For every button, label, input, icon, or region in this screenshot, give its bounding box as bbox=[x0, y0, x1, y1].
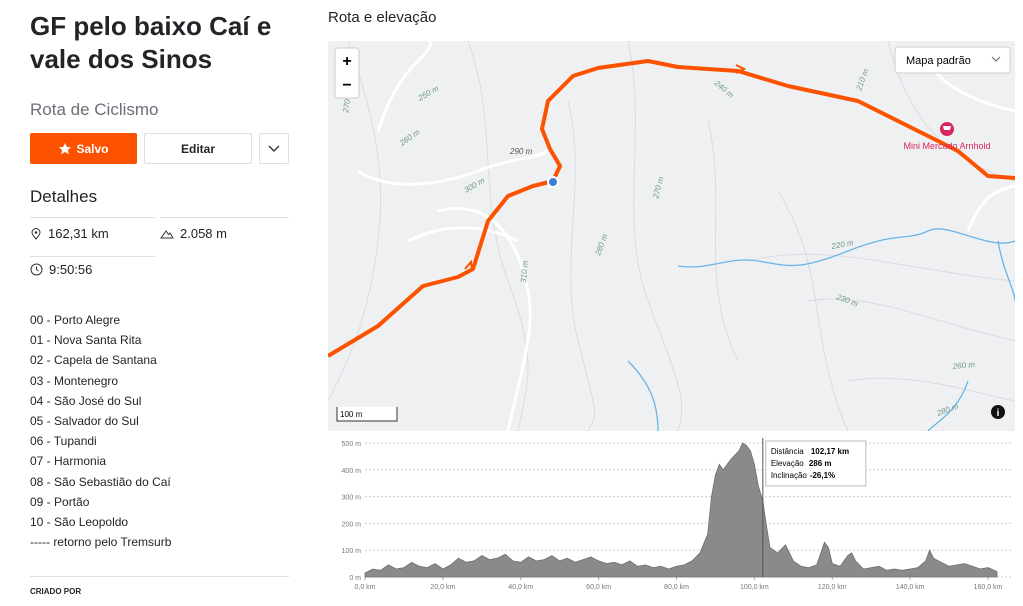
description-line: 05 - Salvador do Sul bbox=[30, 414, 139, 429]
description-line: 09 - Portão bbox=[30, 494, 90, 509]
map[interactable]: Mini Mercado Arnhold 270 250 m 260 m 290… bbox=[328, 41, 1015, 431]
description-line: 01 - Nova Santa Rita bbox=[30, 333, 142, 348]
divider bbox=[30, 576, 289, 577]
description-line: 00 - Porto Alegre bbox=[30, 313, 121, 327]
more-button[interactable] bbox=[259, 133, 289, 164]
created-by: CRIADO POR bbox=[30, 587, 82, 596]
contour-label: 260 m bbox=[951, 360, 975, 371]
distance-stat: 162,31 km bbox=[30, 226, 109, 241]
x-tick-label: 100,0 km bbox=[740, 584, 769, 591]
description-line: 06 - Tupandi bbox=[30, 434, 97, 449]
saved-button[interactable]: Salvo bbox=[30, 133, 137, 164]
contour-label: 270 bbox=[341, 98, 352, 114]
distance-value: 162,31 km bbox=[48, 226, 109, 241]
description-line: 08 - São Sebastião do Caí bbox=[30, 474, 171, 489]
description-line: 02 - Capela de Santana bbox=[30, 353, 157, 368]
x-tick-label: 0,0 km bbox=[354, 584, 375, 591]
time-stat: 9:50:56 bbox=[30, 262, 92, 277]
tooltip-value: 102,17 km bbox=[811, 447, 849, 456]
description-line: 07 - Harmonia bbox=[30, 454, 107, 469]
description-line: 04 - São José do Sul bbox=[30, 393, 142, 408]
description-line: ----- retorno pelo Tremsurb bbox=[30, 535, 172, 550]
clock-icon bbox=[30, 263, 43, 276]
contour-label: 220 m bbox=[830, 238, 855, 251]
edit-label: Editar bbox=[180, 141, 215, 156]
poi-label: Mini Mercado Arnhold bbox=[903, 141, 990, 151]
description-line: 03 - Montenegro bbox=[30, 373, 119, 388]
scale-label: 100 m bbox=[340, 410, 363, 419]
time-value: 9:50:56 bbox=[49, 262, 93, 277]
map-style[interactable]: Mapa padrão bbox=[906, 55, 971, 67]
edit-button[interactable]: Editar bbox=[144, 133, 252, 164]
x-tick-label: 160,0 km bbox=[974, 584, 1003, 591]
description: 00 - Porto Alegre 01 - Nova Santa Rita 02 … bbox=[30, 310, 171, 552]
x-tick-label: 80,0 km bbox=[664, 584, 689, 591]
details-heading: Detalhes bbox=[30, 187, 98, 206]
elevation-area bbox=[364, 442, 998, 578]
x-tick-label: 20,0 km bbox=[430, 584, 455, 591]
elevation-value: 2.058 m bbox=[180, 226, 227, 241]
y-tick-label: 300 m bbox=[342, 495, 362, 502]
elevation-chart[interactable]: 0 m 100 m 200 m 300 m 400 m 500 m 0,0 km 20,0 k… bbox=[328, 433, 1015, 606]
zoom-in[interactable]: + bbox=[342, 53, 351, 70]
tooltip-label: Distância bbox=[771, 447, 804, 456]
y-tick-label: 400 m bbox=[342, 468, 362, 475]
y-tick-label: 500 m bbox=[342, 441, 362, 448]
mountain-icon bbox=[160, 229, 174, 238]
y-tick-label: 200 m bbox=[342, 521, 362, 528]
x-tick-label: 60,0 km bbox=[586, 584, 611, 591]
svg-text:i: i bbox=[997, 408, 1000, 419]
caret-icon bbox=[268, 145, 280, 152]
tooltip bbox=[765, 440, 867, 487]
saved-label: Salvo bbox=[76, 141, 109, 156]
tooltip-value: -26,1% bbox=[810, 471, 835, 480]
x-tick-label: 40,0 km bbox=[508, 584, 533, 591]
star-icon bbox=[59, 142, 72, 154]
tooltip-value: 286 m bbox=[809, 459, 832, 468]
y-tick-label: 100 m bbox=[342, 548, 362, 555]
tooltip-label: Inclinação bbox=[771, 471, 808, 480]
contour-label: 290 m bbox=[509, 147, 533, 156]
divider bbox=[30, 256, 155, 257]
pin-icon bbox=[31, 227, 41, 240]
x-tick-label: 120,0 km bbox=[818, 584, 847, 591]
contour-label: 310 m bbox=[519, 260, 530, 283]
divider bbox=[160, 217, 289, 218]
route-title: GF pelo baixo Caí e vale dos Sinos bbox=[30, 11, 272, 74]
x-tick-label: 140,0 km bbox=[896, 584, 925, 591]
y-tick-label: 0 m bbox=[349, 575, 361, 582]
description-line: 10 - São Leopoldo bbox=[30, 515, 129, 530]
elevation-stat: 2.058 m bbox=[160, 226, 227, 241]
tooltip-label: Elevação bbox=[771, 459, 804, 468]
map-heading: Rota e elevação bbox=[328, 9, 437, 26]
zoom-out[interactable]: − bbox=[342, 77, 351, 94]
divider bbox=[30, 217, 155, 218]
route-type: Rota de Ciclismo bbox=[30, 100, 159, 119]
